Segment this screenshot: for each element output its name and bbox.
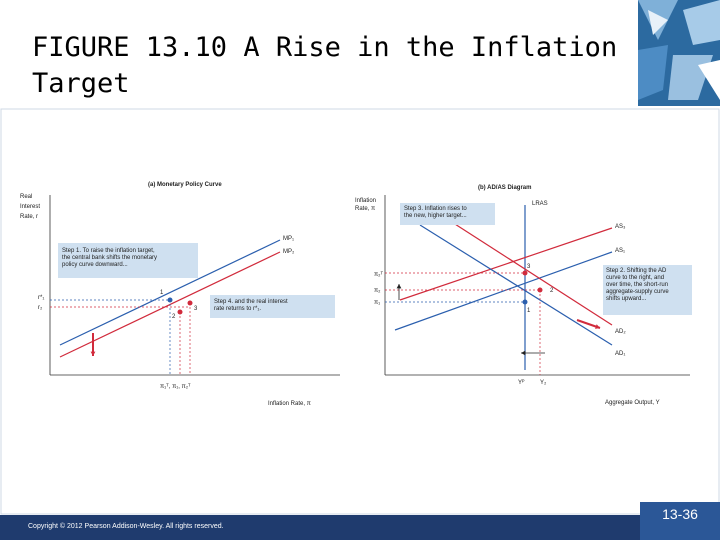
step-box bbox=[210, 295, 335, 318]
point bbox=[522, 299, 528, 305]
line bbox=[429, 207, 613, 326]
label: Real bbox=[20, 194, 32, 200]
arrow-head bbox=[521, 350, 526, 356]
label: 3 bbox=[527, 264, 531, 270]
label: Inflation bbox=[355, 198, 376, 204]
line bbox=[399, 227, 613, 301]
label: curve to the right, and bbox=[606, 275, 664, 281]
figure: (a) Monetary Policy Curve Real Interest Rat… bbox=[0, 108, 720, 515]
label: Step 2. Shifting the AD bbox=[606, 268, 667, 274]
label: 1 bbox=[160, 290, 164, 296]
label: MP₂ bbox=[283, 249, 295, 255]
label: Rate, π bbox=[355, 206, 375, 212]
label: Inflation Rate, π bbox=[268, 401, 311, 407]
label: 1 bbox=[527, 308, 531, 314]
step-box bbox=[603, 265, 692, 315]
label: 3 bbox=[194, 306, 198, 312]
label: AS₁ bbox=[615, 248, 625, 254]
point bbox=[522, 270, 528, 276]
arrow-head bbox=[396, 284, 402, 289]
label: MP₁ bbox=[283, 236, 294, 242]
label: (a) Monetary Policy Curve bbox=[148, 182, 222, 188]
point bbox=[187, 300, 193, 306]
label: (b) AD/AS Diagram bbox=[478, 185, 531, 191]
label: Step 4. and the real interest bbox=[214, 299, 288, 305]
slide-title: FIGURE 13.10 A Rise in the Inflation Tar… bbox=[32, 32, 618, 99]
label: the central bank shifts the monetary bbox=[62, 255, 157, 261]
line bbox=[419, 224, 613, 346]
label: Aggregate Output, Y bbox=[605, 400, 660, 406]
label: r*₁ bbox=[38, 295, 44, 301]
label: AD₂ bbox=[615, 329, 626, 335]
point bbox=[167, 297, 173, 303]
point bbox=[177, 309, 183, 315]
page-number: 13-36 bbox=[640, 502, 720, 540]
label: AS₃ bbox=[615, 224, 626, 230]
label: Step 1. To raise the inflation target, bbox=[62, 248, 155, 254]
label: π₂ᵀ bbox=[374, 271, 383, 278]
label: Yᴾ bbox=[518, 379, 525, 386]
label: 2 bbox=[172, 314, 176, 320]
label: over time, the short-run bbox=[606, 282, 668, 288]
label: policy curve downward... bbox=[62, 262, 128, 268]
arrow-head bbox=[595, 324, 600, 329]
label: rate returns to r*₁. bbox=[214, 306, 261, 312]
label: Y₂ bbox=[540, 380, 547, 386]
label: 2 bbox=[550, 288, 554, 294]
decor-mosaic bbox=[638, 0, 720, 106]
label: Interest bbox=[20, 204, 40, 210]
copyright: Copyright © 2012 Pearson Addison-Wesley.… bbox=[28, 523, 224, 530]
label: shifts upward... bbox=[606, 296, 647, 302]
label: LRAS bbox=[532, 201, 548, 207]
line bbox=[59, 239, 281, 346]
line bbox=[394, 251, 613, 331]
label: r₂ bbox=[38, 305, 43, 311]
label: π₁ᵀ, π₁, π₂ᵀ bbox=[160, 383, 191, 390]
label: AD₁ bbox=[615, 351, 625, 357]
step-box bbox=[400, 203, 495, 225]
label: Rate, r bbox=[20, 214, 38, 220]
point bbox=[537, 287, 543, 293]
label: Step 3. Inflation rises to bbox=[404, 206, 467, 212]
arrow-head bbox=[90, 351, 96, 356]
label: aggregate-supply curve bbox=[606, 289, 669, 295]
label: π₂ bbox=[374, 288, 381, 294]
footer: Copyright © 2012 Pearson Addison-Wesley.… bbox=[0, 515, 720, 540]
step-box bbox=[58, 243, 198, 278]
label: the new, higher target... bbox=[404, 213, 467, 219]
label: π₁ bbox=[374, 300, 380, 306]
